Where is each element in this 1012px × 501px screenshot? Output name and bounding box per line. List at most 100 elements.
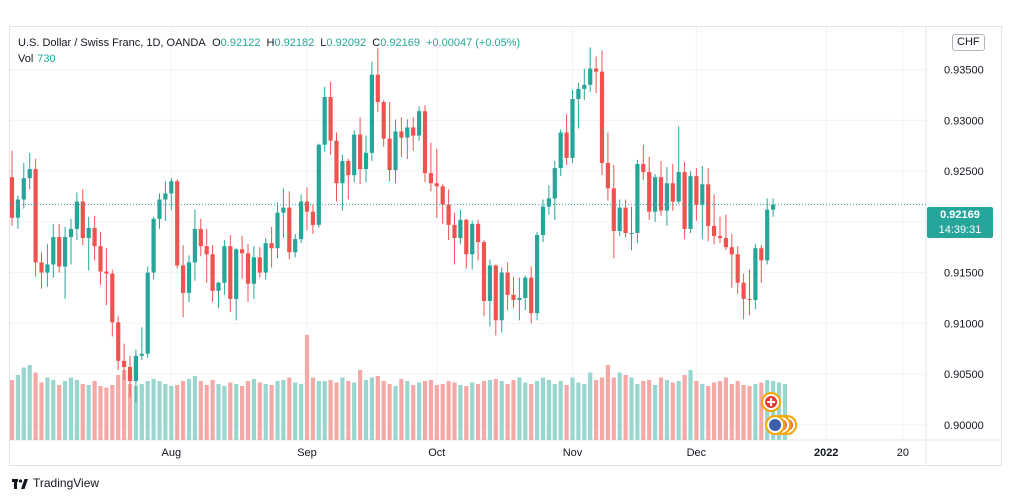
volume-bar [393, 386, 398, 440]
volume-bar [570, 377, 575, 440]
candle-body [222, 246, 227, 283]
volume-bar [245, 381, 251, 440]
candle-body [399, 131, 404, 138]
candle-body [464, 219, 469, 255]
volume-bar [511, 380, 516, 440]
candle-body [771, 204, 776, 210]
candle-body [186, 262, 192, 293]
tradingview-footer[interactable]: TradingView [12, 476, 99, 490]
candle-body [322, 97, 327, 145]
candle-body [68, 228, 74, 238]
volume-bar [446, 381, 451, 440]
y-tick-label: 0.93000 [944, 115, 984, 127]
candle-body [458, 219, 463, 239]
volume-bar [470, 382, 475, 440]
volume-bar [275, 381, 280, 440]
candle-body [505, 272, 510, 295]
volume-bar [139, 384, 144, 440]
candle-body [80, 201, 85, 239]
volume-bar [204, 385, 209, 440]
volume-bar [363, 380, 369, 440]
candle-body [476, 223, 481, 243]
volume-bar [257, 382, 262, 440]
volume-bar [434, 385, 439, 440]
candle-body [63, 237, 68, 267]
candle-body [594, 68, 599, 72]
volume-bar [741, 385, 746, 440]
volume-bar [263, 384, 268, 440]
candle-body [422, 111, 428, 174]
candle-body [540, 206, 546, 236]
volume-bar [694, 381, 699, 440]
volume-bar [411, 385, 416, 440]
candle-body [694, 176, 699, 205]
candle-body [57, 237, 62, 267]
volume-label[interactable]: Vol [18, 53, 34, 65]
candle-body [653, 177, 658, 212]
candle-body [369, 74, 374, 153]
candle-body [735, 254, 740, 283]
volume-bar [216, 384, 221, 440]
candle-body [511, 294, 516, 300]
volume-bar [186, 379, 192, 440]
candle-body [428, 173, 433, 184]
volume-bar [116, 375, 121, 440]
volume-bar [104, 387, 109, 440]
candle-body [151, 218, 156, 273]
chart-frame [9, 26, 1002, 466]
volume-bar [68, 377, 74, 440]
close-label: C [372, 37, 381, 49]
candle-body [363, 152, 369, 170]
volume-bar [682, 375, 687, 440]
volume-bar [712, 382, 717, 440]
volume-bar [487, 380, 492, 440]
volume-bar [293, 382, 298, 440]
candle-body [157, 199, 162, 219]
chart-legend: U.S. Dollar / Swiss Franc, 1D, OANDA O0.… [18, 35, 520, 51]
x-tick-label: 2022 [814, 447, 838, 459]
candle-body [611, 188, 616, 231]
candle-body [552, 168, 557, 199]
volume-bar [63, 381, 68, 440]
candle-body [558, 132, 563, 169]
candle-body [15, 199, 20, 218]
volume-bar [74, 380, 79, 440]
candle-body [658, 177, 664, 211]
volume-bar [240, 386, 245, 440]
candle-body [263, 243, 268, 273]
volume-bar [133, 386, 138, 440]
volume-bar [222, 386, 227, 440]
candle-body [576, 88, 581, 100]
volume-bar [375, 376, 380, 440]
candle-body [198, 228, 203, 247]
candle-body [759, 248, 764, 261]
candle-body [169, 181, 174, 194]
volume-bar [328, 380, 333, 440]
volume-bar [464, 386, 469, 440]
candle-body [765, 209, 770, 261]
x-tick-label: Nov [563, 447, 583, 459]
candle-body [216, 282, 221, 291]
volume-bar [582, 384, 587, 440]
y-tick-label: 0.91500 [944, 268, 984, 280]
candle-body [228, 246, 233, 299]
volume-bar [599, 377, 605, 440]
volume-bar [127, 384, 133, 440]
volume-bar [499, 381, 504, 440]
currency-badge[interactable]: CHF [952, 34, 985, 51]
candle-body [257, 257, 262, 273]
candle-body [499, 272, 504, 321]
volume-bar [517, 377, 522, 440]
volume-bar [145, 381, 150, 440]
volume-bar [163, 384, 168, 440]
symbol-title[interactable]: U.S. Dollar / Swiss Franc, 1D, OANDA [18, 37, 206, 49]
volume-bar [723, 377, 728, 440]
volume-bar [340, 377, 345, 440]
y-tick-label: 0.90500 [944, 369, 984, 381]
volume-bar [322, 381, 327, 440]
footer-brand: TradingView [33, 476, 100, 490]
volume-bar [481, 381, 487, 440]
volume-bar [234, 384, 239, 440]
volume-bar [688, 370, 693, 440]
